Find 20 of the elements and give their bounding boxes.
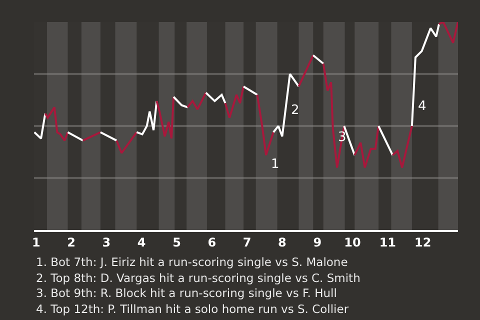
x-tick-label: 10 <box>344 235 361 250</box>
x-tick-label: 9 <box>313 235 322 250</box>
annotation: 4 <box>418 99 426 114</box>
text: 1. Bot 7th: J. Eiriz hit a run-scoring single vs S. Malone <box>36 255 348 269</box>
text: 3. Bot 9th: R. Block hit a run-scoring single vs F. Hull <box>36 286 337 300</box>
annotation: 3 <box>338 130 346 145</box>
x-tick-label: 1 <box>32 235 40 250</box>
x-tick-label: 3 <box>102 235 111 250</box>
text: 4. Top 12th: P. Tillman hit a solo home run vs S. Collier <box>36 302 349 316</box>
x-tick-label: 8 <box>278 235 286 250</box>
x-tick-label: 6 <box>208 235 216 250</box>
x-tick-label: 12 <box>414 235 432 250</box>
x-tick-label: 7 <box>242 235 252 250</box>
text: 2. Top 8th: D. Vargas hit a run-scoring single vs C. Smith <box>36 271 360 285</box>
x-tick-label: 2 <box>67 235 76 250</box>
x-tick-label: 4 <box>137 235 146 250</box>
x-tick-label: 11 <box>379 235 396 250</box>
annotation: 1 <box>271 157 280 172</box>
x-tick-label: 5 <box>172 235 181 250</box>
annotation: 2 <box>291 103 300 118</box>
